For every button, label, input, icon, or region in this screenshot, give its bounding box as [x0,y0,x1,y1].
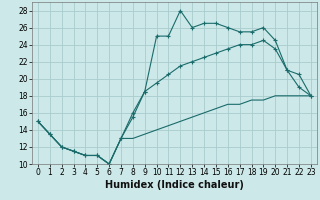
X-axis label: Humidex (Indice chaleur): Humidex (Indice chaleur) [105,180,244,190]
